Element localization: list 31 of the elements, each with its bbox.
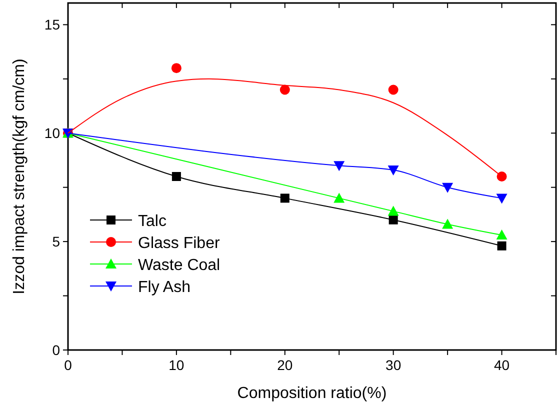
x-axis-title: Composition ratio(%): [237, 385, 387, 402]
point: [388, 84, 398, 95]
point: [497, 241, 506, 250]
legend-label: Fly Ash: [138, 279, 190, 296]
x-tick-label: 0: [64, 357, 72, 373]
x-tick-label: 40: [494, 357, 510, 373]
y-axis-title: Izzod impact strength(kgf cm/cm): [11, 58, 28, 294]
point: [171, 63, 182, 74]
point: [388, 215, 398, 224]
point: [280, 84, 290, 95]
point: [388, 206, 399, 216]
legend-label: Glass Fiber: [138, 235, 220, 252]
y-tick-label: 0: [52, 342, 60, 358]
point: [280, 194, 290, 203]
x-tick-label: 20: [277, 357, 293, 373]
y-tick-label: 5: [52, 234, 60, 250]
legend-label: Waste Coal: [138, 257, 220, 274]
point: [334, 161, 345, 172]
point: [388, 165, 399, 176]
x-tick-label: 30: [386, 357, 402, 373]
point: [496, 172, 507, 182]
point: [442, 218, 454, 229]
point: [496, 194, 508, 204]
y-tick-label: 10: [44, 125, 60, 142]
point: [442, 182, 454, 193]
point: [172, 172, 181, 181]
legend-label: Talc: [138, 213, 166, 230]
point: [496, 230, 508, 240]
y-tick-label: 15: [44, 16, 60, 33]
x-tick-label: 10: [168, 357, 184, 373]
point: [334, 192, 345, 203]
